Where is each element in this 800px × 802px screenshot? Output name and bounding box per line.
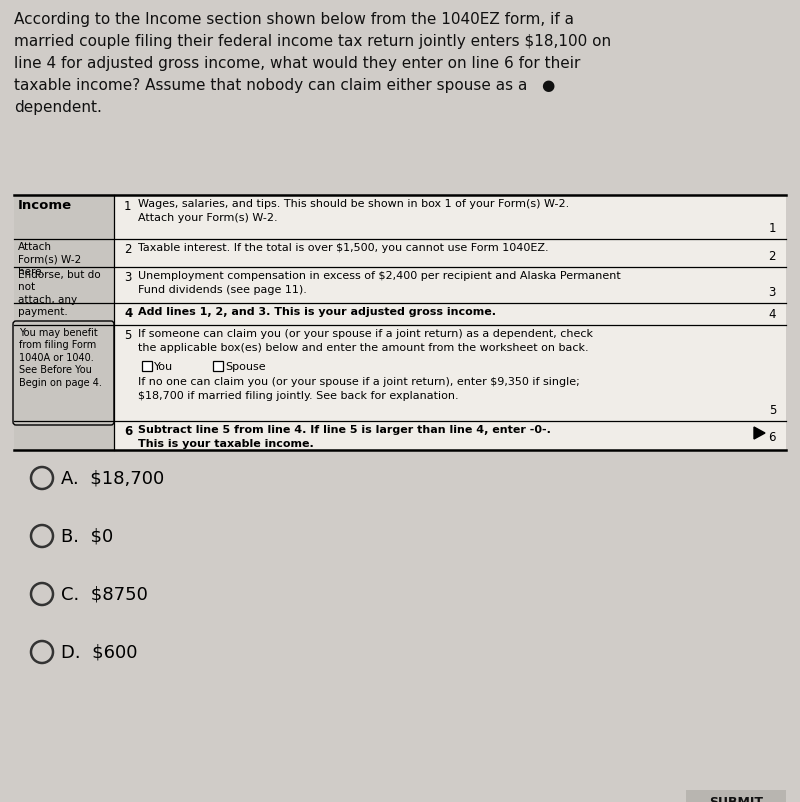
Text: Attach
Form(s) W-2
here.: Attach Form(s) W-2 here. (18, 242, 82, 277)
Text: If someone can claim you (or your spouse if a joint return) as a dependent, chec: If someone can claim you (or your spouse… (138, 329, 593, 339)
Bar (14, 195, 786, 450)
Text: D.  $600: D. $600 (61, 643, 138, 661)
Text: 6: 6 (124, 425, 132, 438)
Text: 4: 4 (124, 307, 132, 320)
Text: A.  $18,700: A. $18,700 (61, 469, 164, 487)
Text: Add lines 1, 2, and 3. This is your adjusted gross income.: Add lines 1, 2, and 3. This is your adju… (138, 307, 496, 317)
Bar (14, 195, 114, 450)
Text: SUBMIT: SUBMIT (709, 796, 763, 802)
Text: Unemployment compensation in excess of $2,400 per recipient and Alaska Permanent: Unemployment compensation in excess of $… (138, 271, 621, 281)
Text: Fund dividends (see page 11).: Fund dividends (see page 11). (138, 285, 307, 295)
Text: the applicable box(es) below and enter the amount from the worksheet on back.: the applicable box(es) below and enter t… (138, 343, 589, 353)
Text: B.  $0: B. $0 (61, 527, 114, 545)
Text: Income: Income (18, 199, 72, 212)
Text: Spouse: Spouse (225, 362, 266, 372)
Text: line 4 for adjusted gross income, what would they enter on line 6 for their: line 4 for adjusted gross income, what w… (14, 56, 580, 71)
Text: If no one can claim you (or your spouse if a joint return), enter $9,350 if sing: If no one can claim you (or your spouse … (138, 377, 580, 387)
Text: 4: 4 (769, 308, 776, 321)
Text: 3: 3 (769, 286, 776, 299)
Text: 5: 5 (124, 329, 131, 342)
Bar (686, 790, 786, 802)
Text: Wages, salaries, and tips. This should be shown in box 1 of your Form(s) W-2.: Wages, salaries, and tips. This should b… (138, 199, 570, 209)
Text: This is your taxable income.: This is your taxable income. (138, 439, 314, 449)
Text: According to the Income section shown below from the 1040EZ form, if a: According to the Income section shown be… (14, 12, 574, 27)
Text: 3: 3 (124, 271, 131, 284)
Text: Endorse, but do
not
attach, any
payment.: Endorse, but do not attach, any payment. (18, 270, 101, 318)
Text: 2: 2 (124, 243, 131, 256)
Text: dependent.: dependent. (14, 100, 102, 115)
Text: Taxable interest. If the total is over $1,500, you cannot use Form 1040EZ.: Taxable interest. If the total is over $… (138, 243, 549, 253)
Bar (142, 361, 152, 371)
Text: taxable income? Assume that nobody can claim either spouse as a   ●: taxable income? Assume that nobody can c… (14, 78, 555, 93)
Text: Attach your Form(s) W-2.: Attach your Form(s) W-2. (138, 213, 278, 223)
Bar (213, 361, 223, 371)
Text: 1: 1 (769, 222, 776, 235)
FancyBboxPatch shape (13, 321, 114, 425)
Text: 6: 6 (769, 431, 776, 444)
Text: 1: 1 (124, 200, 131, 213)
Text: C.  $8750: C. $8750 (61, 585, 148, 603)
Text: $18,700 if married filing jointly. See back for explanation.: $18,700 if married filing jointly. See b… (138, 391, 458, 401)
Text: 5: 5 (769, 404, 776, 417)
Text: married couple filing their federal income tax return jointly enters $18,100 on: married couple filing their federal inco… (14, 34, 611, 49)
Text: 2: 2 (769, 250, 776, 263)
Polygon shape (754, 427, 765, 439)
Text: Subtract line 5 from line 4. If line 5 is larger than line 4, enter -0-.: Subtract line 5 from line 4. If line 5 i… (138, 425, 551, 435)
Text: You: You (154, 362, 173, 372)
Text: You may benefit
from filing Form
1040A or 1040.
See Before You
Begin on page 4.: You may benefit from filing Form 1040A o… (19, 328, 102, 387)
